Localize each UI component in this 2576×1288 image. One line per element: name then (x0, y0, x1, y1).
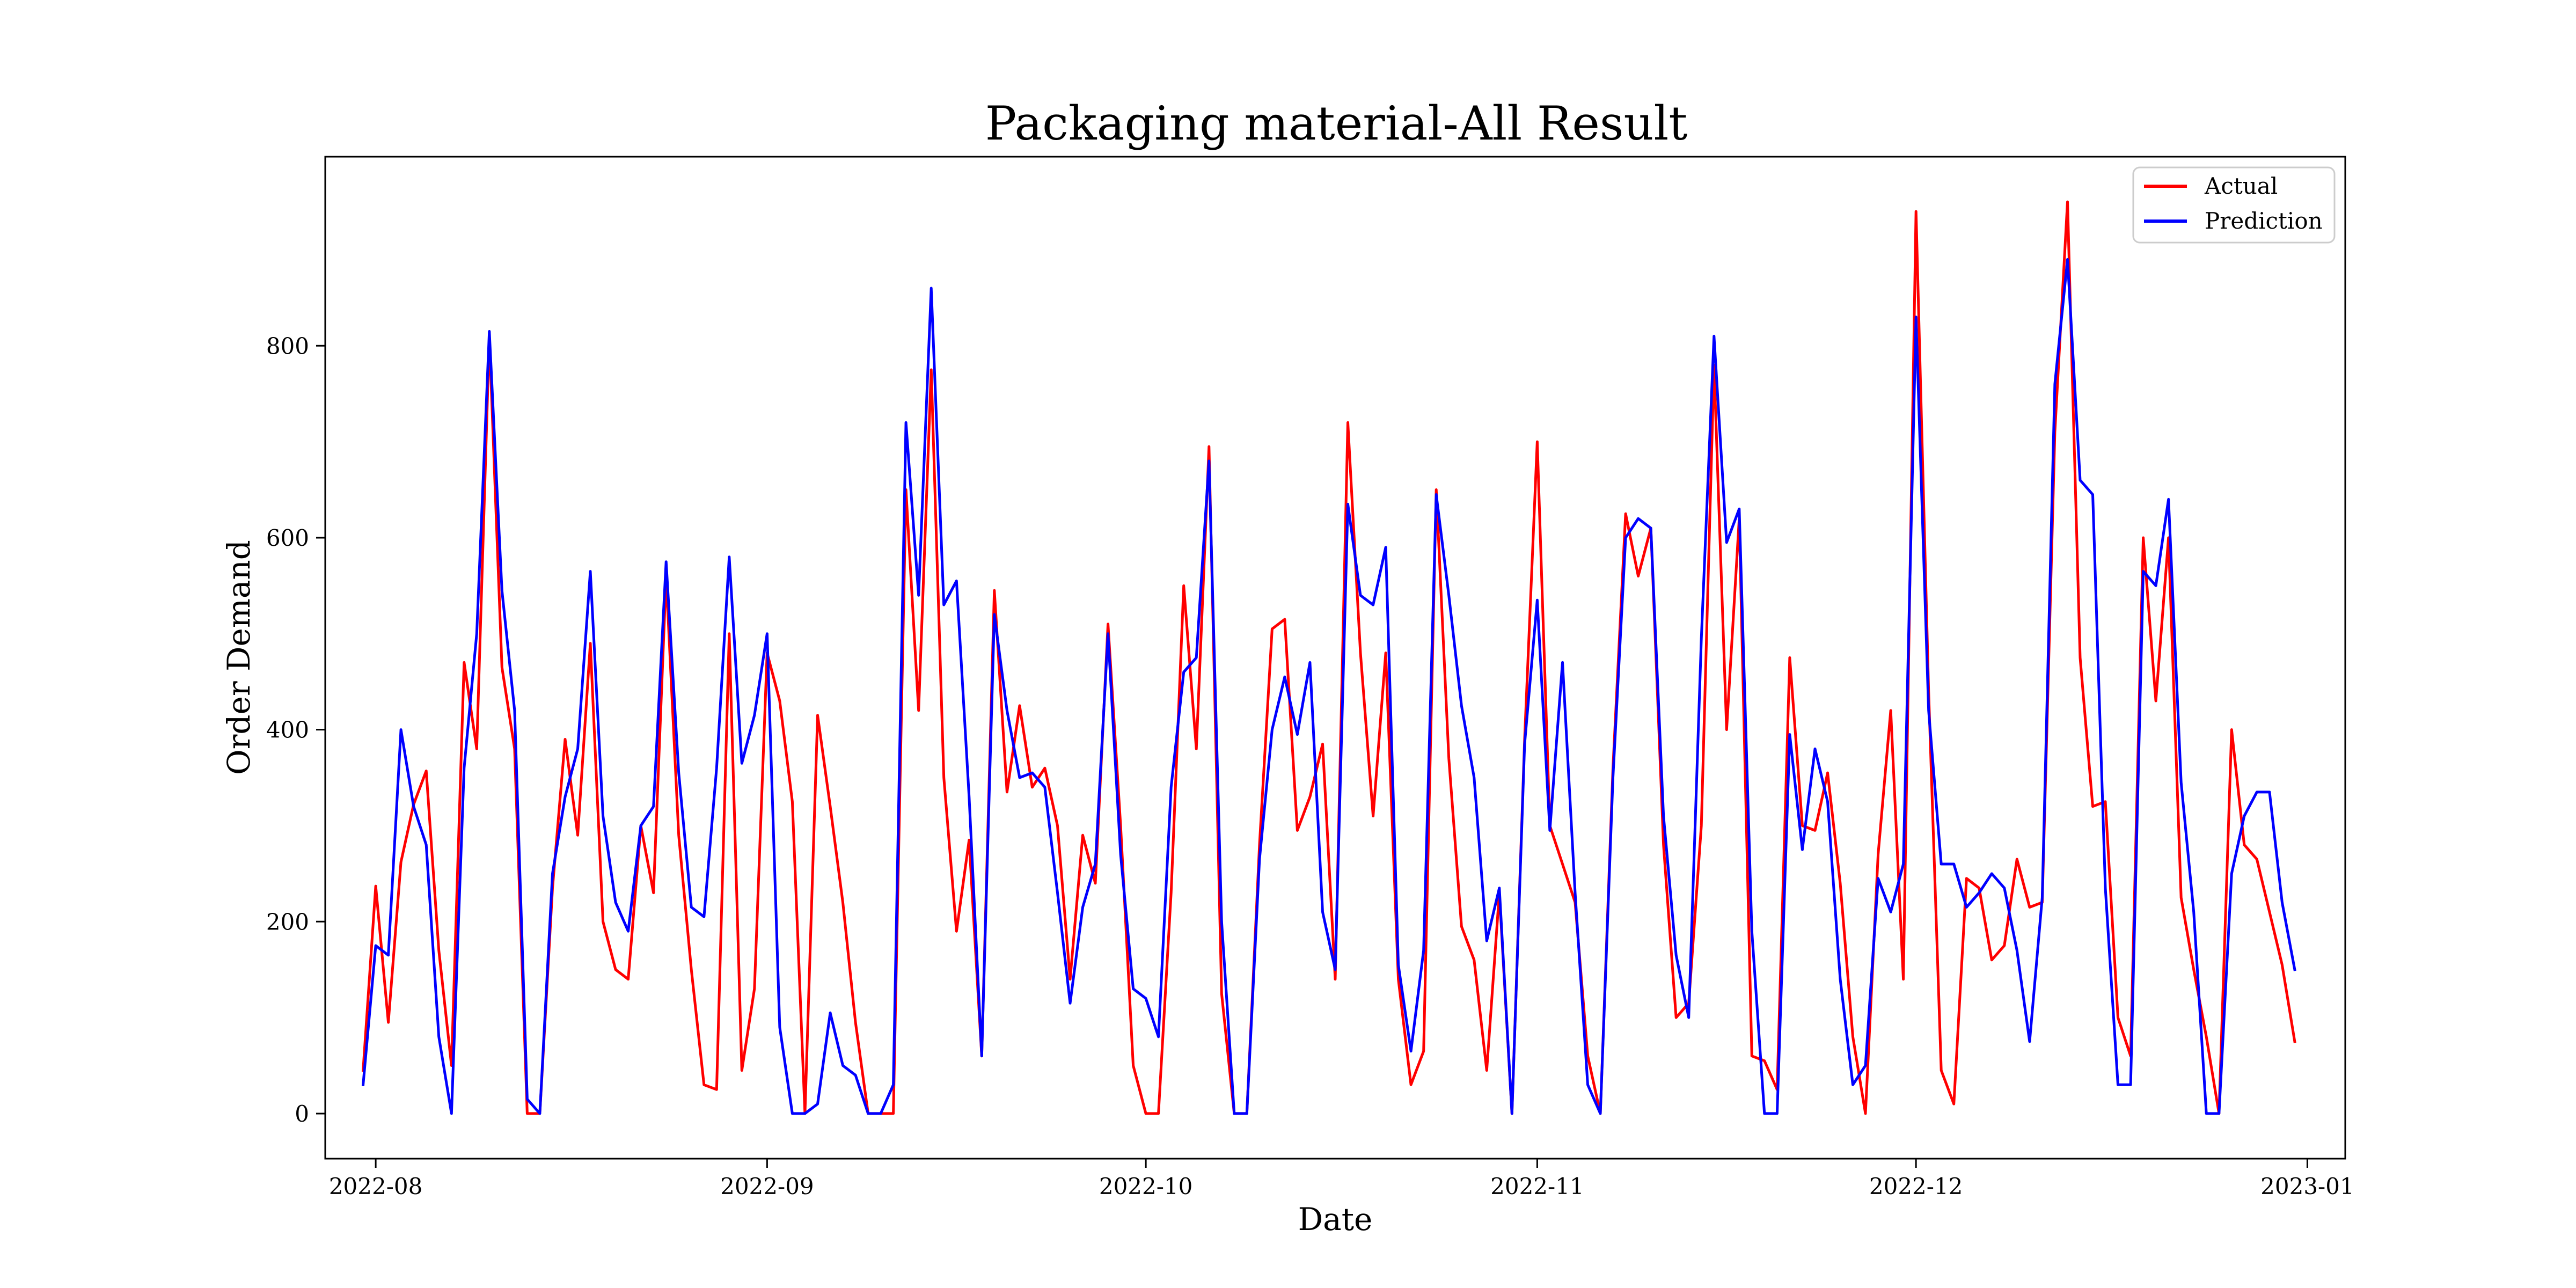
x-axis: 2022-08 2022-09 2022-10 2022-11 2022-12 2023-… (329, 1159, 2354, 1199)
y-tick-label: 600 (266, 525, 309, 551)
x-tick-label: 2022-08 (329, 1173, 423, 1199)
legend: Actual Prediction (2132, 166, 2336, 244)
y-tick-label: 800 (266, 333, 309, 359)
axes-frame (324, 156, 2346, 1160)
x-tick-label: 2022-10 (1099, 1173, 1193, 1199)
plot-area (361, 200, 2296, 1115)
x-tick-label: 2022-11 (1490, 1173, 1584, 1199)
y-tick-label: 400 (266, 717, 309, 743)
x-axis-label: Date (1298, 1201, 1373, 1238)
y-tick-label: 0 (295, 1101, 309, 1127)
x-tick-label: 2022-09 (720, 1173, 814, 1199)
series-line-actual (361, 200, 2296, 1115)
legend-label-actual: Actual (2204, 173, 2278, 199)
x-tick-label: 2022-12 (1869, 1173, 1963, 1199)
y-tick-label: 200 (266, 909, 309, 935)
chart-title: Packaging material-All Result (985, 96, 1688, 151)
legend-label-prediction: Prediction (2205, 208, 2323, 234)
y-axis-label: Order Demand (221, 540, 257, 775)
y-axis: 0 200 400 600 800 (266, 333, 325, 1127)
series-line-prediction (361, 258, 2296, 1115)
x-tick-label: 2023-01 (2260, 1173, 2354, 1199)
